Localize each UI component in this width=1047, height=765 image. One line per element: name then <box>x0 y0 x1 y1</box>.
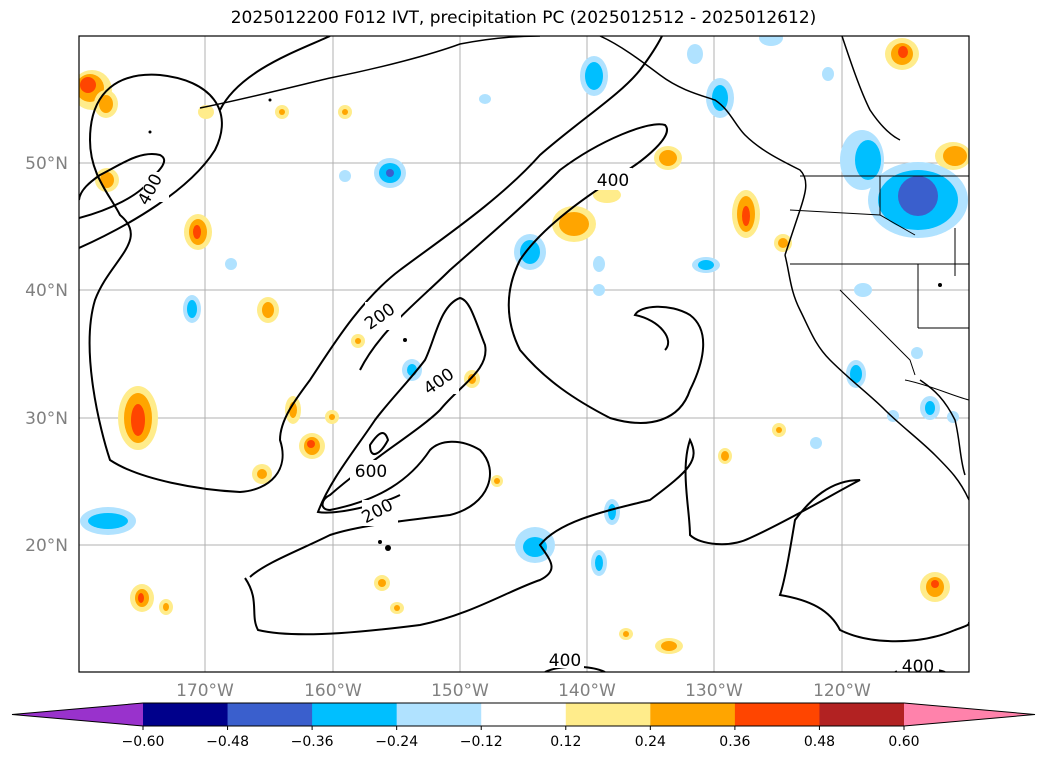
ivt-contour-400-west <box>79 153 166 219</box>
plot-title: 2025012200 F012 IVT, precipitation PC (2… <box>230 8 817 28</box>
contour-label: 400 <box>597 171 629 191</box>
colorbar-bin <box>565 703 651 726</box>
contour-label: 600 <box>355 462 387 482</box>
colorbar-tick-label: 0.24 <box>635 734 666 750</box>
lon-label: 150°W <box>431 681 489 701</box>
colorbar-tick-label: −0.24 <box>375 734 418 750</box>
lat-label: 30°N <box>25 409 68 429</box>
colorbar-bin <box>481 703 567 726</box>
colorbar: −0.60 −0.48 −0.36 −0.24 −0.12 0.12 0.24 0.36 0.4… <box>11 702 1036 750</box>
ivt-contour-200-west <box>79 36 663 494</box>
colorbar-tick-label: 0.48 <box>804 734 835 750</box>
lat-labels: 50°N 40°N 30°N 20°N <box>25 154 68 556</box>
map-frame <box>78 35 970 673</box>
colorbar-tick-label: −0.36 <box>291 734 334 750</box>
lon-labels: 170°W 160°W 150°W 140°W 130°W 120°W <box>176 681 871 701</box>
colorbar-tick-label: 0.36 <box>719 734 750 750</box>
ivt-contour-400-northwest <box>219 36 331 111</box>
colorbar-bin <box>312 703 398 726</box>
lon-label: 160°W <box>304 681 362 701</box>
borders <box>789 175 969 401</box>
lat-label: 50°N <box>25 154 68 174</box>
colorbar-bin <box>143 703 229 726</box>
colorbar-bin <box>650 703 736 726</box>
na-west-coast <box>784 254 969 501</box>
ivt-contour-200-southeast <box>244 437 969 643</box>
lat-label: 40°N <box>25 281 68 301</box>
colorbar-tick-label: −0.60 <box>122 734 165 750</box>
ivt-contour-600 <box>368 432 390 455</box>
colorbar-tick-label: 0.60 <box>888 734 919 750</box>
lon-label: 130°W <box>685 681 743 701</box>
islands <box>148 98 942 551</box>
contour-labels: 400 200 400 400 600 200 400 400 <box>134 168 939 677</box>
ivt-contour-400-main <box>359 123 705 424</box>
contour-label: 400 <box>549 651 581 671</box>
contour-label: 400 <box>902 657 934 677</box>
lon-label: 120°W <box>813 681 871 701</box>
colorbar-tick-label: 0.12 <box>550 734 581 750</box>
colorbar-bin <box>734 703 820 726</box>
lon-label: 170°W <box>176 681 234 701</box>
colorbar-bin <box>819 703 905 726</box>
precip-pc-shading <box>79 36 969 654</box>
lat-label: 20°N <box>25 536 68 556</box>
colorbar-extend-low <box>12 703 143 726</box>
ivt-contour-200-south <box>249 296 491 578</box>
colorbar-bin <box>227 703 313 726</box>
ivt-contours <box>79 36 969 672</box>
colorbar-tick-label: −0.48 <box>206 734 249 750</box>
colorbar-tick-label: −0.12 <box>460 734 503 750</box>
alaska-coast <box>199 36 541 109</box>
lon-label: 140°W <box>558 681 616 701</box>
colorbar-bin <box>396 703 482 726</box>
colorbar-extend-high <box>904 703 1035 726</box>
pc-blob-positive <box>80 77 96 93</box>
coastlines <box>199 36 969 501</box>
